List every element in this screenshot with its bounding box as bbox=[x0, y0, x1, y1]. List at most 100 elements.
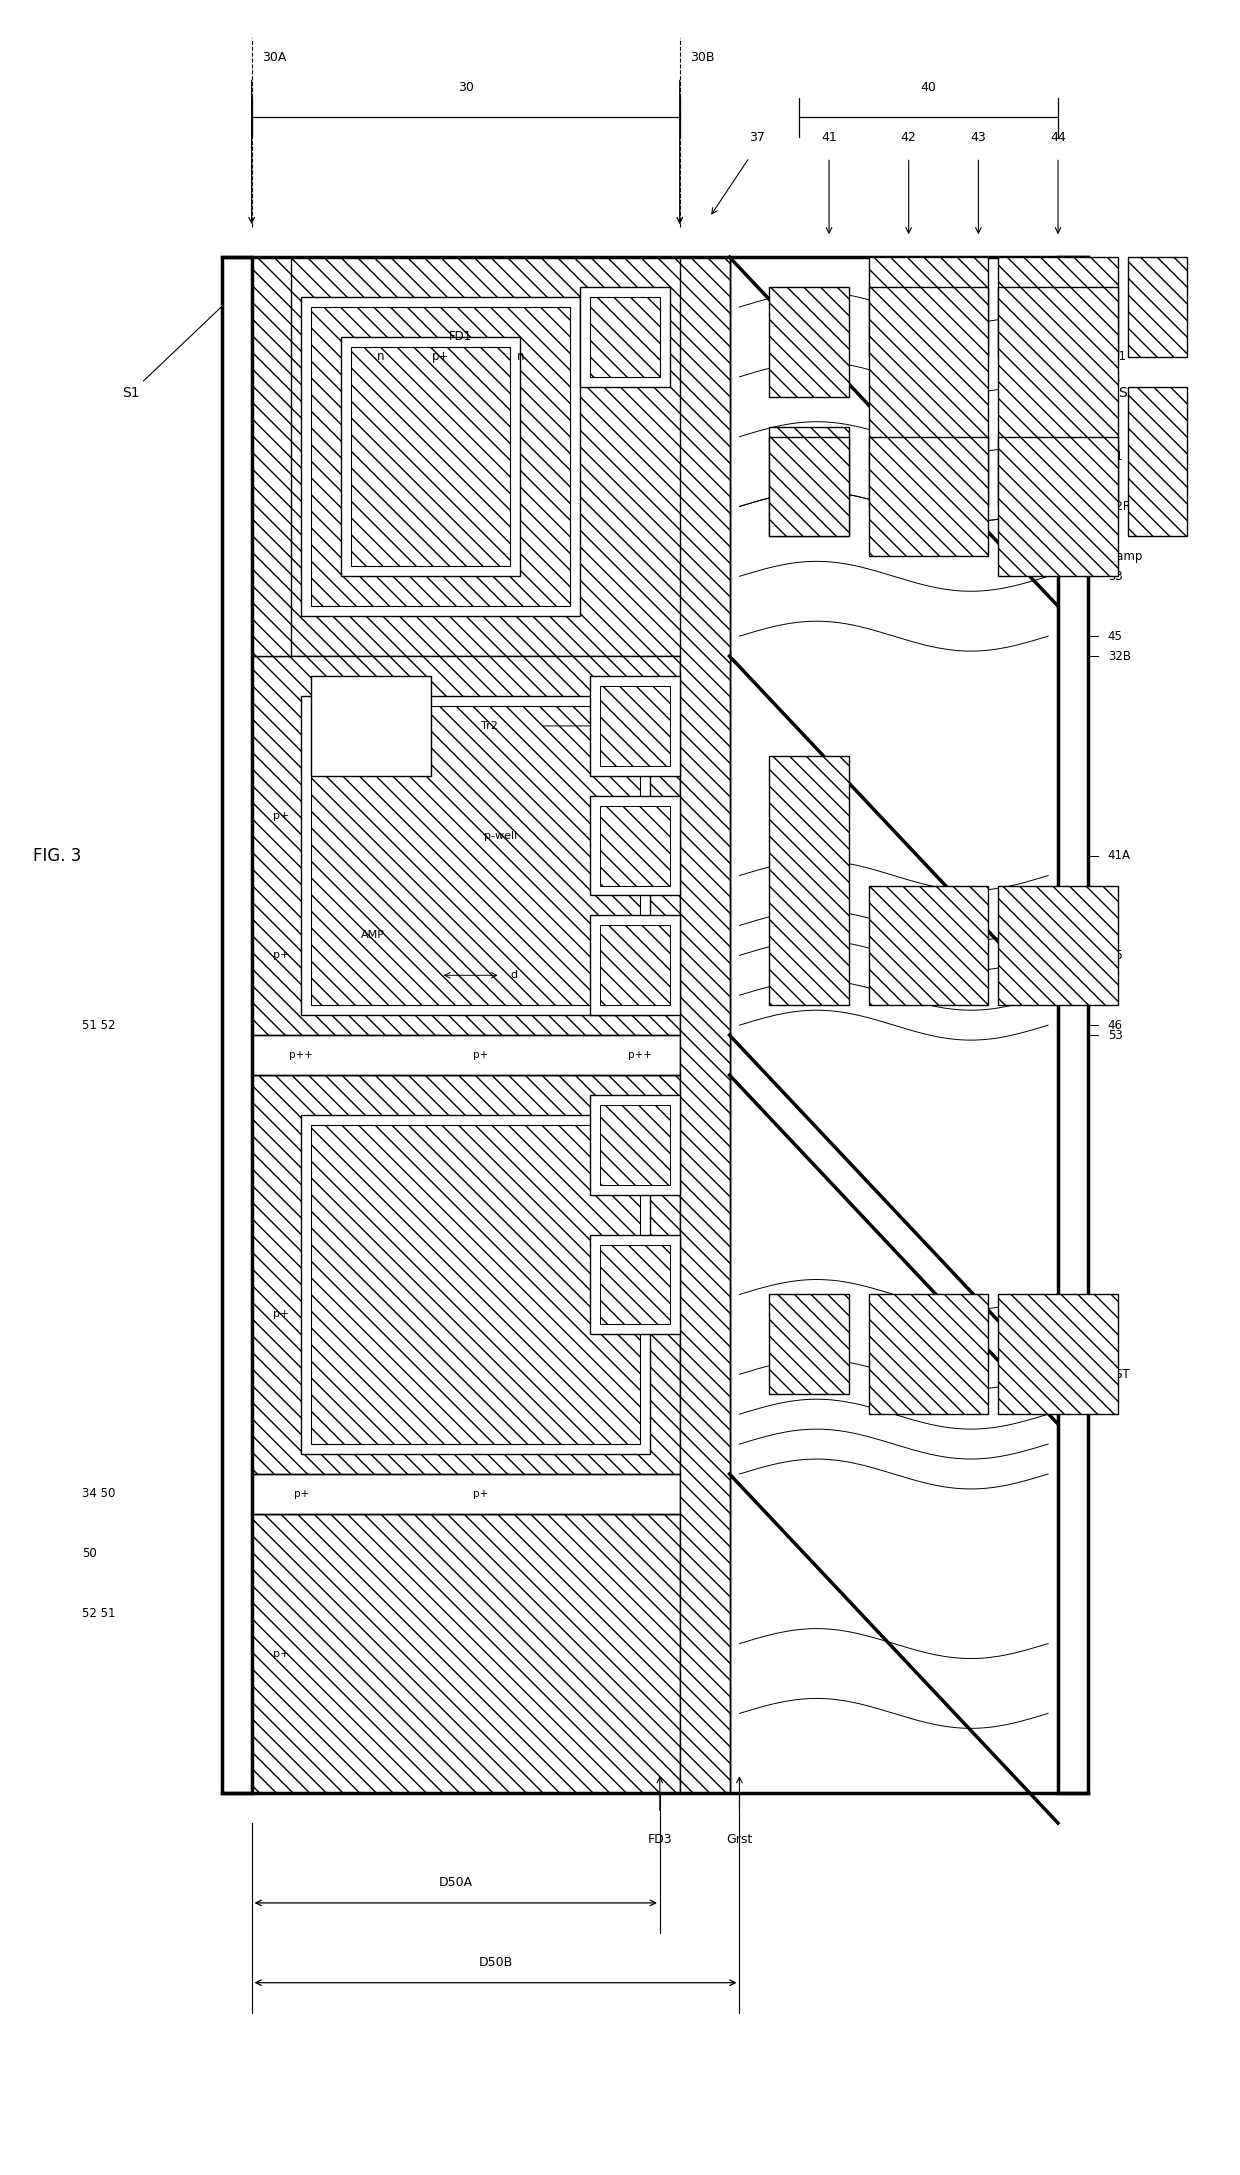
Text: p+: p+ bbox=[472, 1490, 489, 1499]
Text: D50A: D50A bbox=[439, 1877, 472, 1890]
Bar bbox=[252, 1035, 680, 1074]
Bar bbox=[680, 257, 729, 1792]
Text: p+: p+ bbox=[273, 950, 290, 961]
Bar bbox=[1058, 257, 1087, 1792]
Bar bbox=[769, 287, 849, 396]
Text: 30A: 30A bbox=[262, 52, 286, 63]
Text: n: n bbox=[517, 350, 525, 363]
Text: FD1: FD1 bbox=[449, 331, 472, 344]
Text: Tr1: Tr1 bbox=[1107, 350, 1126, 363]
Text: 53: 53 bbox=[1107, 1029, 1122, 1042]
Text: 31: 31 bbox=[1107, 450, 1122, 463]
Bar bbox=[222, 257, 252, 1792]
Text: FD3: FD3 bbox=[647, 1834, 672, 1847]
Text: 35: 35 bbox=[1107, 948, 1122, 961]
Text: 30: 30 bbox=[458, 80, 474, 94]
Bar bbox=[311, 676, 430, 776]
Text: 50: 50 bbox=[82, 1546, 97, 1559]
Text: p-well: p-well bbox=[484, 831, 517, 842]
Bar bbox=[998, 885, 1117, 1005]
Bar bbox=[600, 685, 670, 766]
Bar bbox=[769, 437, 849, 537]
Bar bbox=[1127, 257, 1188, 357]
Bar bbox=[869, 287, 988, 507]
Bar bbox=[769, 1294, 849, 1394]
Text: FD2: FD2 bbox=[351, 720, 372, 731]
Bar bbox=[252, 257, 291, 657]
Text: 44: 44 bbox=[1050, 130, 1066, 144]
Text: 41: 41 bbox=[821, 130, 837, 144]
Bar bbox=[869, 437, 988, 557]
Text: p+: p+ bbox=[294, 1490, 309, 1499]
Bar bbox=[590, 1235, 680, 1335]
Text: p+: p+ bbox=[273, 811, 290, 820]
Text: d: d bbox=[511, 970, 517, 981]
Text: Grst: Grst bbox=[727, 1834, 753, 1847]
Bar bbox=[769, 757, 849, 1005]
Bar bbox=[600, 1244, 670, 1325]
Text: 46: 46 bbox=[1107, 1018, 1122, 1031]
Bar bbox=[869, 1294, 988, 1414]
Bar bbox=[600, 805, 670, 885]
Text: 30B: 30B bbox=[689, 52, 714, 63]
Bar bbox=[252, 1514, 680, 1792]
Text: Tr2: Tr2 bbox=[481, 720, 497, 731]
Text: p+: p+ bbox=[472, 1051, 489, 1059]
Bar bbox=[311, 707, 640, 1005]
Bar bbox=[252, 657, 680, 1055]
Text: p++: p++ bbox=[289, 1051, 314, 1059]
Text: Gamp: Gamp bbox=[1107, 550, 1143, 563]
Bar bbox=[600, 924, 670, 1005]
Bar bbox=[1127, 387, 1188, 537]
Bar bbox=[600, 1105, 670, 1185]
Bar bbox=[998, 287, 1117, 507]
Bar bbox=[301, 298, 580, 616]
Text: n+: n+ bbox=[634, 842, 646, 850]
Text: p+: p+ bbox=[582, 350, 599, 363]
Text: AMP: AMP bbox=[361, 931, 386, 940]
Bar bbox=[580, 287, 670, 387]
Text: S1: S1 bbox=[123, 300, 229, 400]
Text: 40: 40 bbox=[920, 80, 936, 94]
Text: p+: p+ bbox=[273, 1309, 290, 1320]
Text: n+: n+ bbox=[634, 961, 646, 970]
Bar bbox=[341, 337, 521, 576]
Bar bbox=[311, 307, 570, 607]
Bar bbox=[729, 257, 1058, 1792]
Bar bbox=[590, 796, 680, 896]
Text: D50B: D50B bbox=[479, 1955, 512, 1968]
Bar bbox=[590, 1094, 680, 1194]
Text: n+: n+ bbox=[634, 1281, 646, 1290]
Bar bbox=[998, 437, 1117, 576]
Bar bbox=[590, 916, 680, 1016]
Text: 43: 43 bbox=[971, 130, 986, 144]
Bar bbox=[590, 676, 680, 776]
Text: S2: S2 bbox=[1070, 300, 1136, 400]
Text: n+: n+ bbox=[593, 333, 608, 341]
Bar bbox=[869, 257, 988, 357]
Text: n+: n+ bbox=[634, 1140, 646, 1148]
Text: p+: p+ bbox=[432, 350, 449, 363]
Text: 45: 45 bbox=[1107, 629, 1122, 642]
Text: 42: 42 bbox=[900, 130, 916, 144]
Text: 52 51: 52 51 bbox=[82, 1607, 115, 1620]
Text: 34 50: 34 50 bbox=[82, 1488, 115, 1501]
Bar bbox=[590, 298, 660, 376]
Bar bbox=[252, 1475, 680, 1514]
Text: 33: 33 bbox=[1107, 570, 1122, 583]
Bar bbox=[769, 426, 849, 537]
Bar bbox=[252, 1074, 680, 1494]
Text: n: n bbox=[377, 350, 384, 363]
Bar bbox=[998, 257, 1117, 357]
Text: RST: RST bbox=[1107, 1368, 1131, 1381]
Text: 37: 37 bbox=[749, 130, 765, 144]
Bar bbox=[252, 257, 699, 657]
Text: 41A: 41A bbox=[1107, 848, 1131, 861]
Text: n+: n+ bbox=[634, 722, 646, 731]
Text: 32B: 32B bbox=[1107, 650, 1131, 663]
Text: p++: p++ bbox=[627, 1051, 652, 1059]
Bar bbox=[301, 696, 650, 1016]
Text: p+: p+ bbox=[273, 1649, 290, 1660]
Bar bbox=[998, 1294, 1117, 1414]
Bar bbox=[311, 1124, 640, 1444]
